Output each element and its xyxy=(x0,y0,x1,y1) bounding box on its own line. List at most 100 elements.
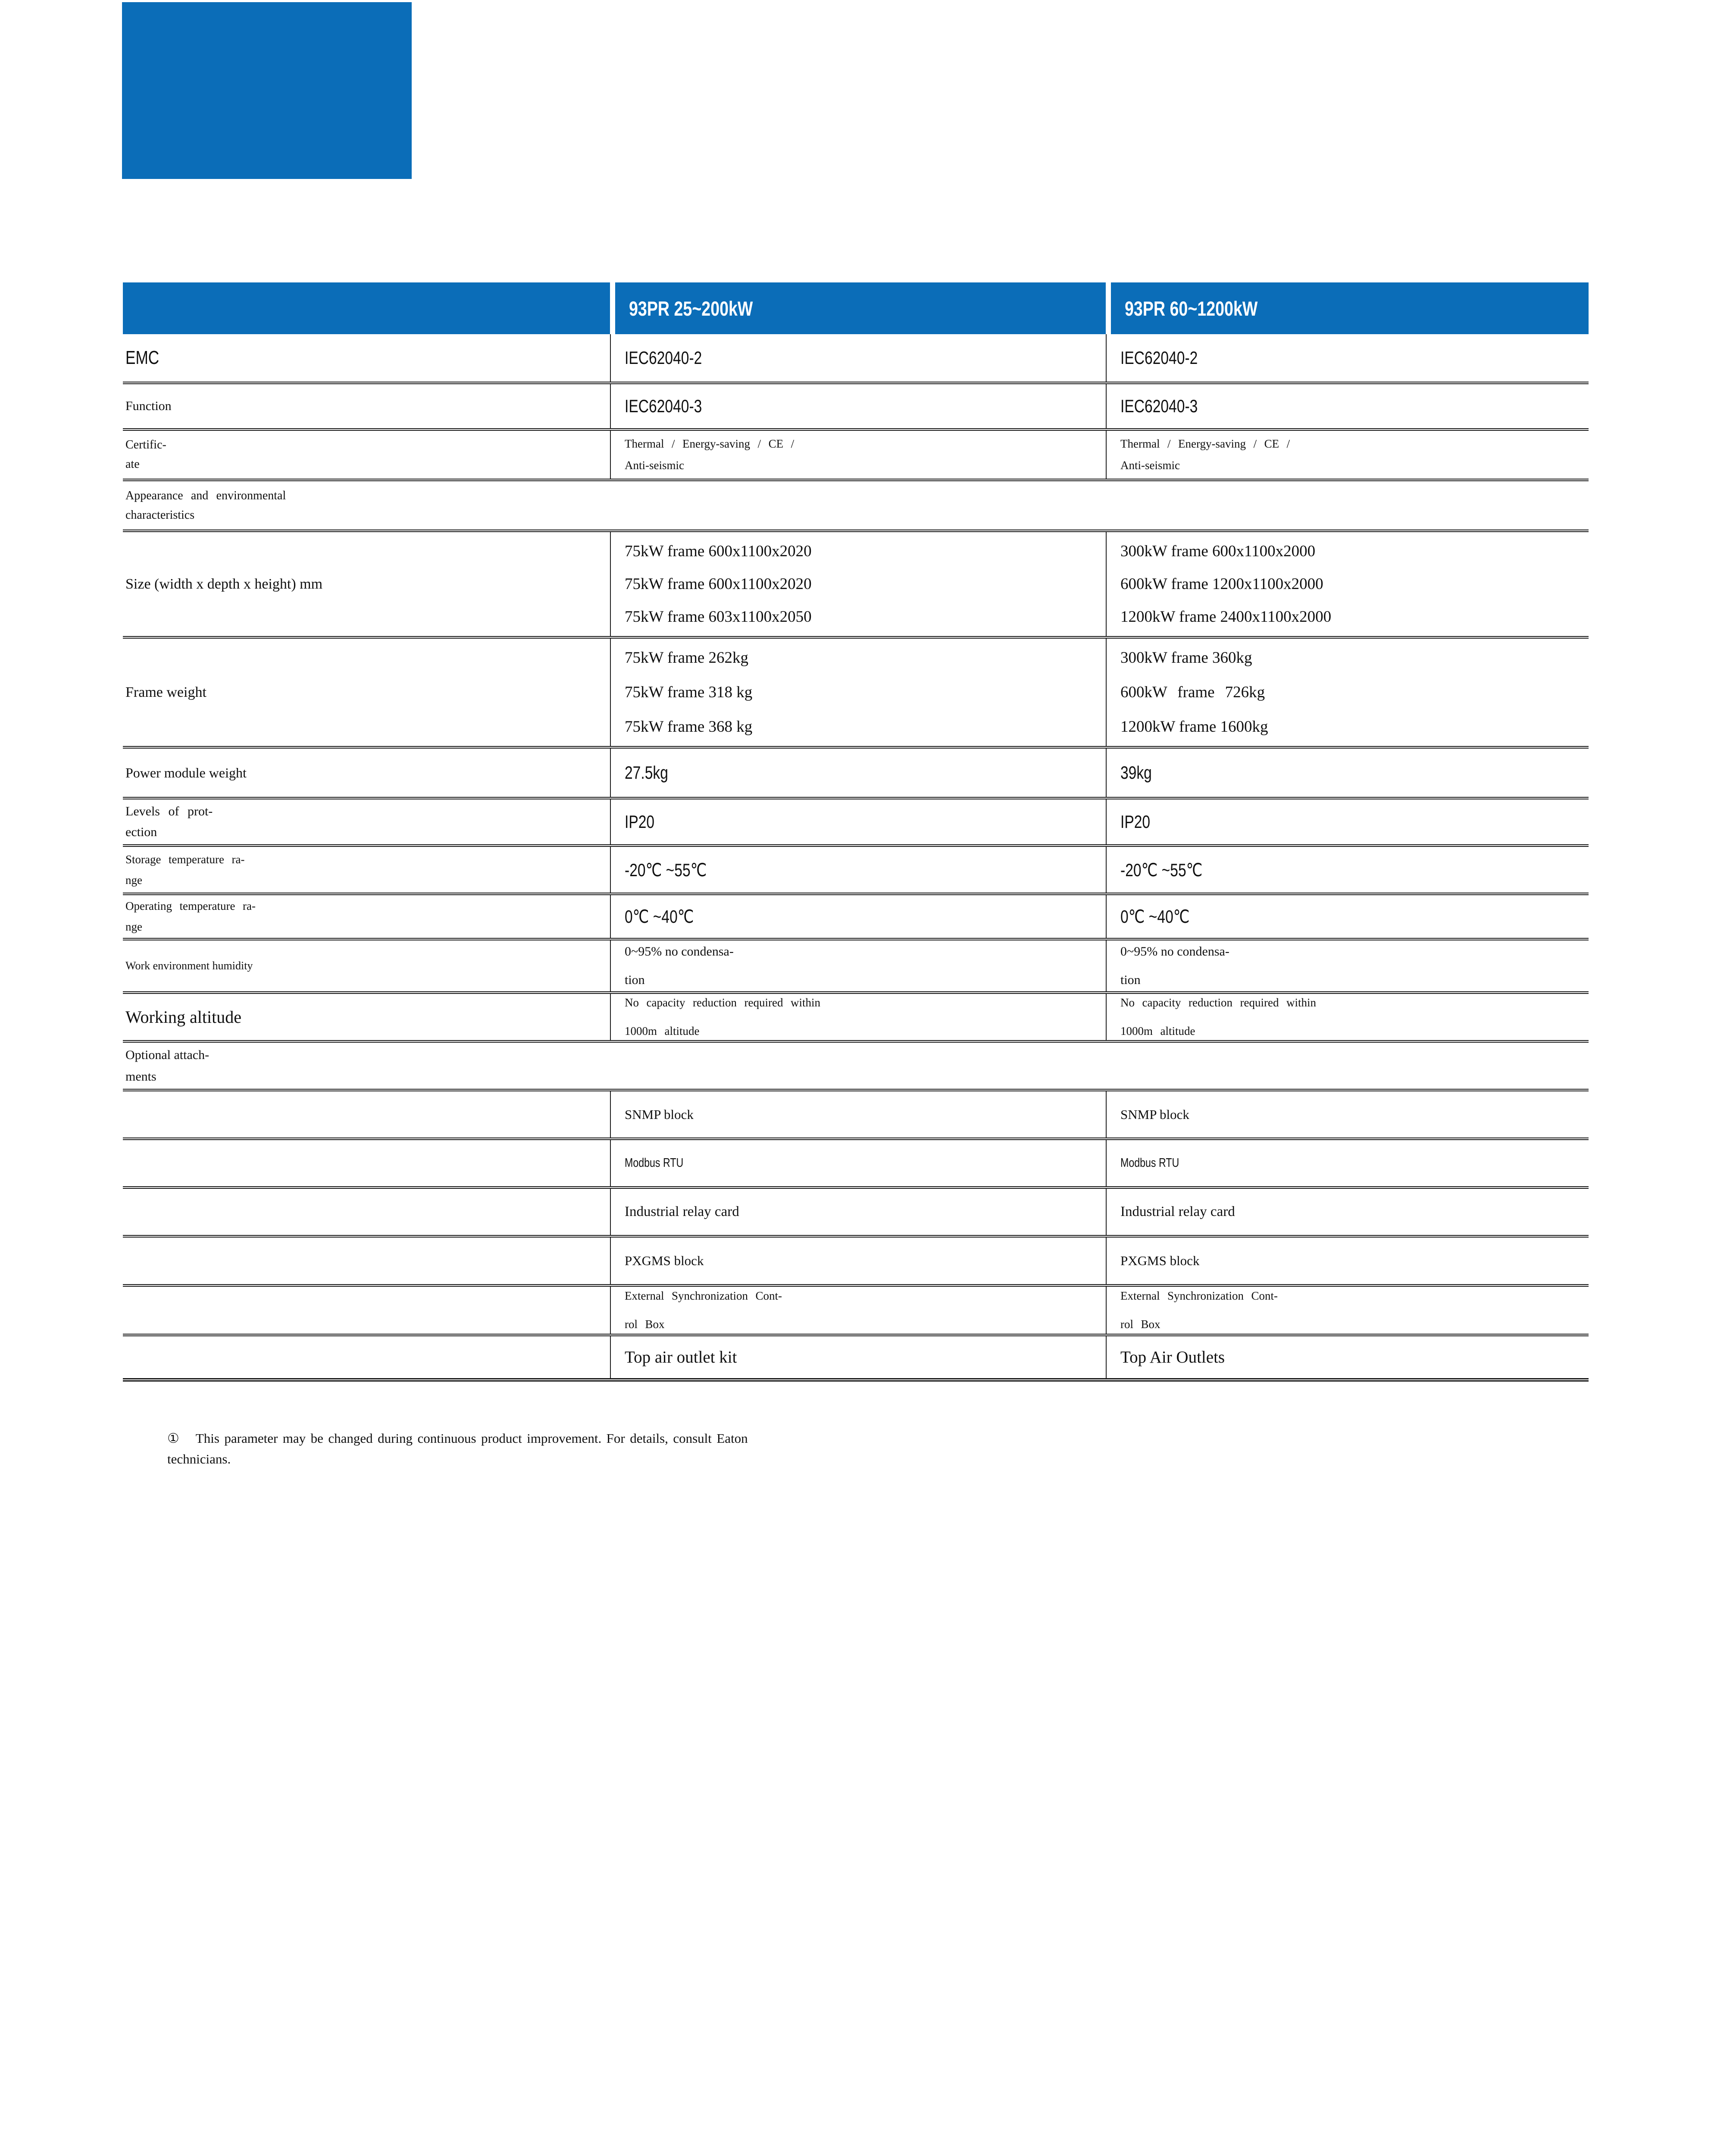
section-label-cell: Optional attach- ments xyxy=(123,1043,1589,1089)
row-label-line: nge xyxy=(125,920,142,933)
value-cell-a: Industrial relay card xyxy=(610,1189,1106,1235)
value-cell-a: IEC62040-2 xyxy=(610,334,1106,382)
value-cell-a: 75kW frame 600x1100x2020 75kW frame 600x… xyxy=(610,532,1106,636)
value-cell-b: Top Air Outlets xyxy=(1106,1336,1589,1378)
row-label-line: ection xyxy=(125,825,157,839)
row-label-cell: Size (width x depth x height) mm xyxy=(123,532,610,636)
table-row-storage-temperature: Storage temperature ra- nge -20℃ ~55℃ -2… xyxy=(123,844,1589,893)
footnote-text: This parameter may be changed during con… xyxy=(195,1431,748,1446)
value-cell-a: SNMP block xyxy=(610,1091,1106,1138)
value-text: Modbus RTU xyxy=(1120,1156,1179,1170)
table-row-working-altitude: Working altitude No capacity reduction r… xyxy=(123,991,1589,1040)
value-text: 0℃ ~40℃ xyxy=(625,906,694,927)
table-header-row: 93PR 25~200kW 93PR 60~1200kW xyxy=(123,282,1589,334)
value-line: Thermal / Energy-saving / CE / xyxy=(625,437,795,450)
row-label-cell: Certific- ate xyxy=(123,431,610,479)
value-cell-a: PXGMS block xyxy=(610,1238,1106,1284)
value-cell-a: Top air outlet kit xyxy=(610,1336,1106,1378)
header-cell-blank xyxy=(123,282,610,334)
row-label-line: Certific- xyxy=(125,438,166,451)
row-label-cell: Work environment humidity xyxy=(123,940,610,991)
row-label-line: Levels of prot- xyxy=(125,804,213,818)
value-cell-b: Thermal / Energy-saving / CE / Anti-seis… xyxy=(1106,431,1589,479)
table-row-frame-weight: Frame weight 75kW frame 262kg 75kW frame… xyxy=(123,636,1589,746)
section-label-line: characteristics xyxy=(125,508,195,522)
row-label-line: Storage temperature ra- xyxy=(125,852,245,866)
value-line: 300kW frame 600x1100x2000 xyxy=(1120,542,1316,560)
footnote-text-continuation: technicians. xyxy=(167,1451,231,1467)
value-cell-b: IEC62040-2 xyxy=(1106,334,1589,382)
table-row-power-module-weight: Power module weight 27.5kg 39kg xyxy=(123,746,1589,797)
value-text: -20℃ ~55℃ xyxy=(1120,859,1203,880)
value-line: tion xyxy=(1120,973,1141,987)
row-label: EMC xyxy=(125,347,160,368)
value-cell-b: Industrial relay card xyxy=(1106,1189,1589,1235)
row-label-line: ate xyxy=(125,458,140,471)
column-title-93pr-25-200: 93PR 25~200kW xyxy=(629,297,753,320)
value-cell-a: 27.5kg xyxy=(610,749,1106,797)
value-line: 75kW frame 600x1100x2020 xyxy=(625,575,812,593)
value-cell-b: PXGMS block xyxy=(1106,1238,1589,1284)
value-text: SNMP block xyxy=(625,1106,694,1122)
value-cell-a: -20℃ ~55℃ xyxy=(610,847,1106,893)
value-line: 75kW frame 368 kg xyxy=(625,718,753,736)
value-line: 75kW frame 318 kg xyxy=(625,683,753,701)
header-cell-product-a: 93PR 25~200kW xyxy=(610,282,1106,334)
value-cell-b: Modbus RTU xyxy=(1106,1140,1589,1186)
header-cell-product-b: 93PR 60~1200kW xyxy=(1106,282,1589,334)
table-row-function: Function IEC62040-3 IEC62040-3 xyxy=(123,382,1589,428)
value-text: IP20 xyxy=(1120,812,1151,832)
value-line: Anti-seismic xyxy=(1120,459,1180,472)
value-line: External Synchronization Cont- xyxy=(625,1289,782,1302)
value-text: 39kg xyxy=(1120,762,1152,783)
row-label: Function xyxy=(125,399,172,413)
row-label-cell: Power module weight xyxy=(123,749,610,797)
row-label: Work environment humidity xyxy=(125,959,253,972)
value-cell-b: 39kg xyxy=(1106,749,1589,797)
table-row-sync-control-box: External Synchronization Cont- rol Box E… xyxy=(123,1284,1589,1334)
value-cell-a: Modbus RTU xyxy=(610,1140,1106,1186)
section-row-appearance: Appearance and environmental characteris… xyxy=(123,479,1589,530)
table-row-modbus: Modbus RTU Modbus RTU xyxy=(123,1138,1589,1186)
section-label-line: ments xyxy=(125,1069,156,1084)
value-line: 1200kW frame 2400x1100x2000 xyxy=(1120,608,1332,626)
table-row-humidity: Work environment humidity 0~95% no conde… xyxy=(123,938,1589,991)
value-text: PXGMS block xyxy=(625,1253,704,1268)
row-label-cell xyxy=(123,1091,610,1138)
circled-one-marker: ① xyxy=(167,1431,179,1446)
value-text: PXGMS block xyxy=(1120,1253,1200,1268)
value-line: External Synchronization Cont- xyxy=(1120,1289,1278,1302)
value-line: Anti-seismic xyxy=(625,459,684,472)
table-row-operating-temperature: Operating temperature ra- nge 0℃ ~40℃ 0℃… xyxy=(123,893,1589,938)
row-label: Working altitude xyxy=(125,1007,241,1027)
value-cell-b: SNMP block xyxy=(1106,1091,1589,1138)
row-label-cell xyxy=(123,1189,610,1235)
value-line: Thermal / Energy-saving / CE / xyxy=(1120,437,1290,450)
row-label-line: Operating temperature ra- xyxy=(125,899,256,912)
value-line: rol Box xyxy=(625,1318,665,1331)
value-cell-a: No capacity reduction required within 10… xyxy=(610,994,1106,1040)
row-label: Size (width x depth x height) mm xyxy=(125,576,323,592)
value-text: Industrial relay card xyxy=(625,1204,739,1219)
section-label-line: Appearance and environmental xyxy=(125,489,286,502)
value-text: IEC62040-3 xyxy=(1120,396,1198,416)
value-text: IP20 xyxy=(625,812,655,832)
value-text: Modbus RTU xyxy=(625,1156,684,1170)
table-row-snmp: SNMP block SNMP block xyxy=(123,1089,1589,1138)
value-text: IEC62040-2 xyxy=(1120,348,1198,368)
value-cell-b: 300kW frame 600x1100x2000 600kW frame 12… xyxy=(1106,532,1589,636)
table-row-pxgms: PXGMS block PXGMS block xyxy=(123,1235,1589,1284)
row-label-cell: EMC xyxy=(123,334,610,382)
value-line: 1000m altitude xyxy=(1120,1025,1195,1037)
row-label-cell: Levels of prot- ection xyxy=(123,799,610,844)
table-row-certificate: Certific- ate Thermal / Energy-saving / … xyxy=(123,428,1589,479)
value-cell-b: 0~95% no condensa- tion xyxy=(1106,940,1589,991)
value-cell-b: IEC62040-3 xyxy=(1106,384,1589,428)
value-line: 75kW frame 600x1100x2020 xyxy=(625,542,812,560)
value-cell-a: IP20 xyxy=(610,799,1106,844)
row-label-cell: Operating temperature ra- nge xyxy=(123,895,610,938)
brand-logo-block xyxy=(122,2,412,179)
value-line: 1200kW frame 1600kg xyxy=(1120,718,1268,736)
value-line: 75kW frame 262kg xyxy=(625,649,749,667)
row-label-cell xyxy=(123,1287,610,1334)
